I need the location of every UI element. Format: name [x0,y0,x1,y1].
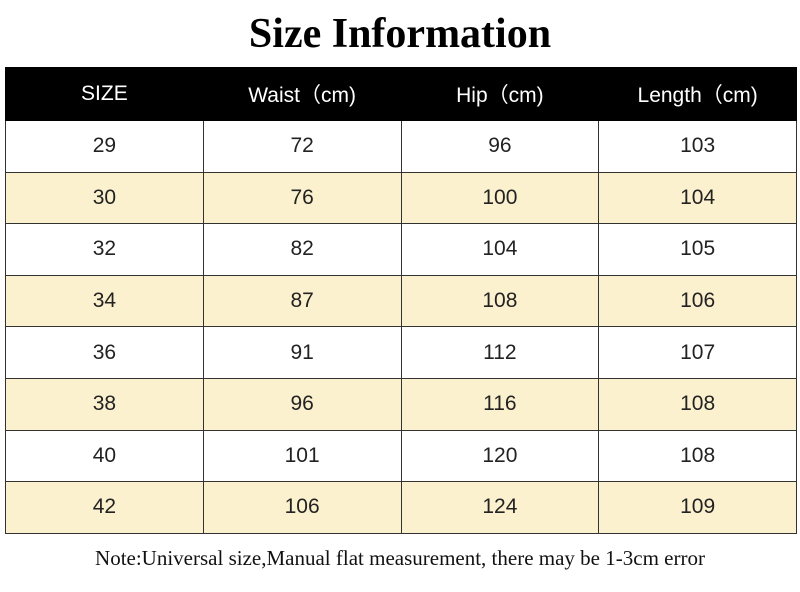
table-cell: 32 [5,223,204,276]
table-cell: 100 [400,171,600,225]
table-cell: 108 [598,429,797,483]
table-cell: 96 [202,377,402,431]
table-cell: 96 [400,120,600,173]
table-cell: 91 [202,326,402,379]
table-cell: 116 [400,377,600,431]
column-header: SIZE [5,67,204,121]
header-row: SIZE Waist（cm) Hip（cm) Length（cm) [5,67,797,121]
table-cell: 76 [202,171,402,225]
table-cell: 101 [202,429,402,483]
note: Note:Universal size,Manual flat measurem… [95,546,705,570]
table-cell: 108 [400,274,600,328]
title: Size Information [248,11,552,57]
table-cell: 72 [202,120,402,173]
table-cell: 107 [598,326,797,379]
table-cell: 104 [400,223,600,276]
table-cell: 106 [202,481,402,534]
column-header: Waist（cm) [202,67,402,121]
table-cell: 34 [5,274,204,328]
table-row: 40 101 120 108 [5,429,797,483]
table-cell: 124 [400,481,600,534]
table-row: 36 91 112 107 [5,326,797,379]
table-cell: 109 [598,481,797,534]
table-row: 30 76 100 104 [5,171,797,225]
table-cell: 36 [5,326,204,379]
table-cell: 104 [598,171,797,225]
table-cell: 82 [202,223,402,276]
table-cell: 87 [202,274,402,328]
table-row: 32 82 104 105 [5,223,797,276]
table-cell: 30 [5,171,204,225]
table-cell: 42 [5,481,204,534]
table-cell: 38 [5,377,204,431]
column-header: Hip（cm) [400,67,600,121]
column-header: Length（cm) [598,67,797,121]
table-row: 38 96 116 108 [5,377,797,431]
table-body: 29 72 96 103 30 76 100 104 32 82 104 105 34 87 108 106 3… [5,120,797,534]
table-row: 42 106 124 109 [5,481,797,534]
size-table: SIZE Waist（cm) Hip（cm) Length（cm) 29 72 96 103… [5,67,797,534]
table-row: 34 87 108 106 [5,274,797,328]
table-cell: 108 [598,377,797,431]
table-row: 29 72 96 103 [5,120,797,173]
table-cell: 106 [598,274,797,328]
table-cell: 120 [400,429,600,483]
table-cell: 29 [5,120,204,173]
table-cell: 40 [5,429,204,483]
table-cell: 112 [400,326,600,379]
table-cell: 103 [598,120,797,173]
table-cell: 105 [598,223,797,276]
